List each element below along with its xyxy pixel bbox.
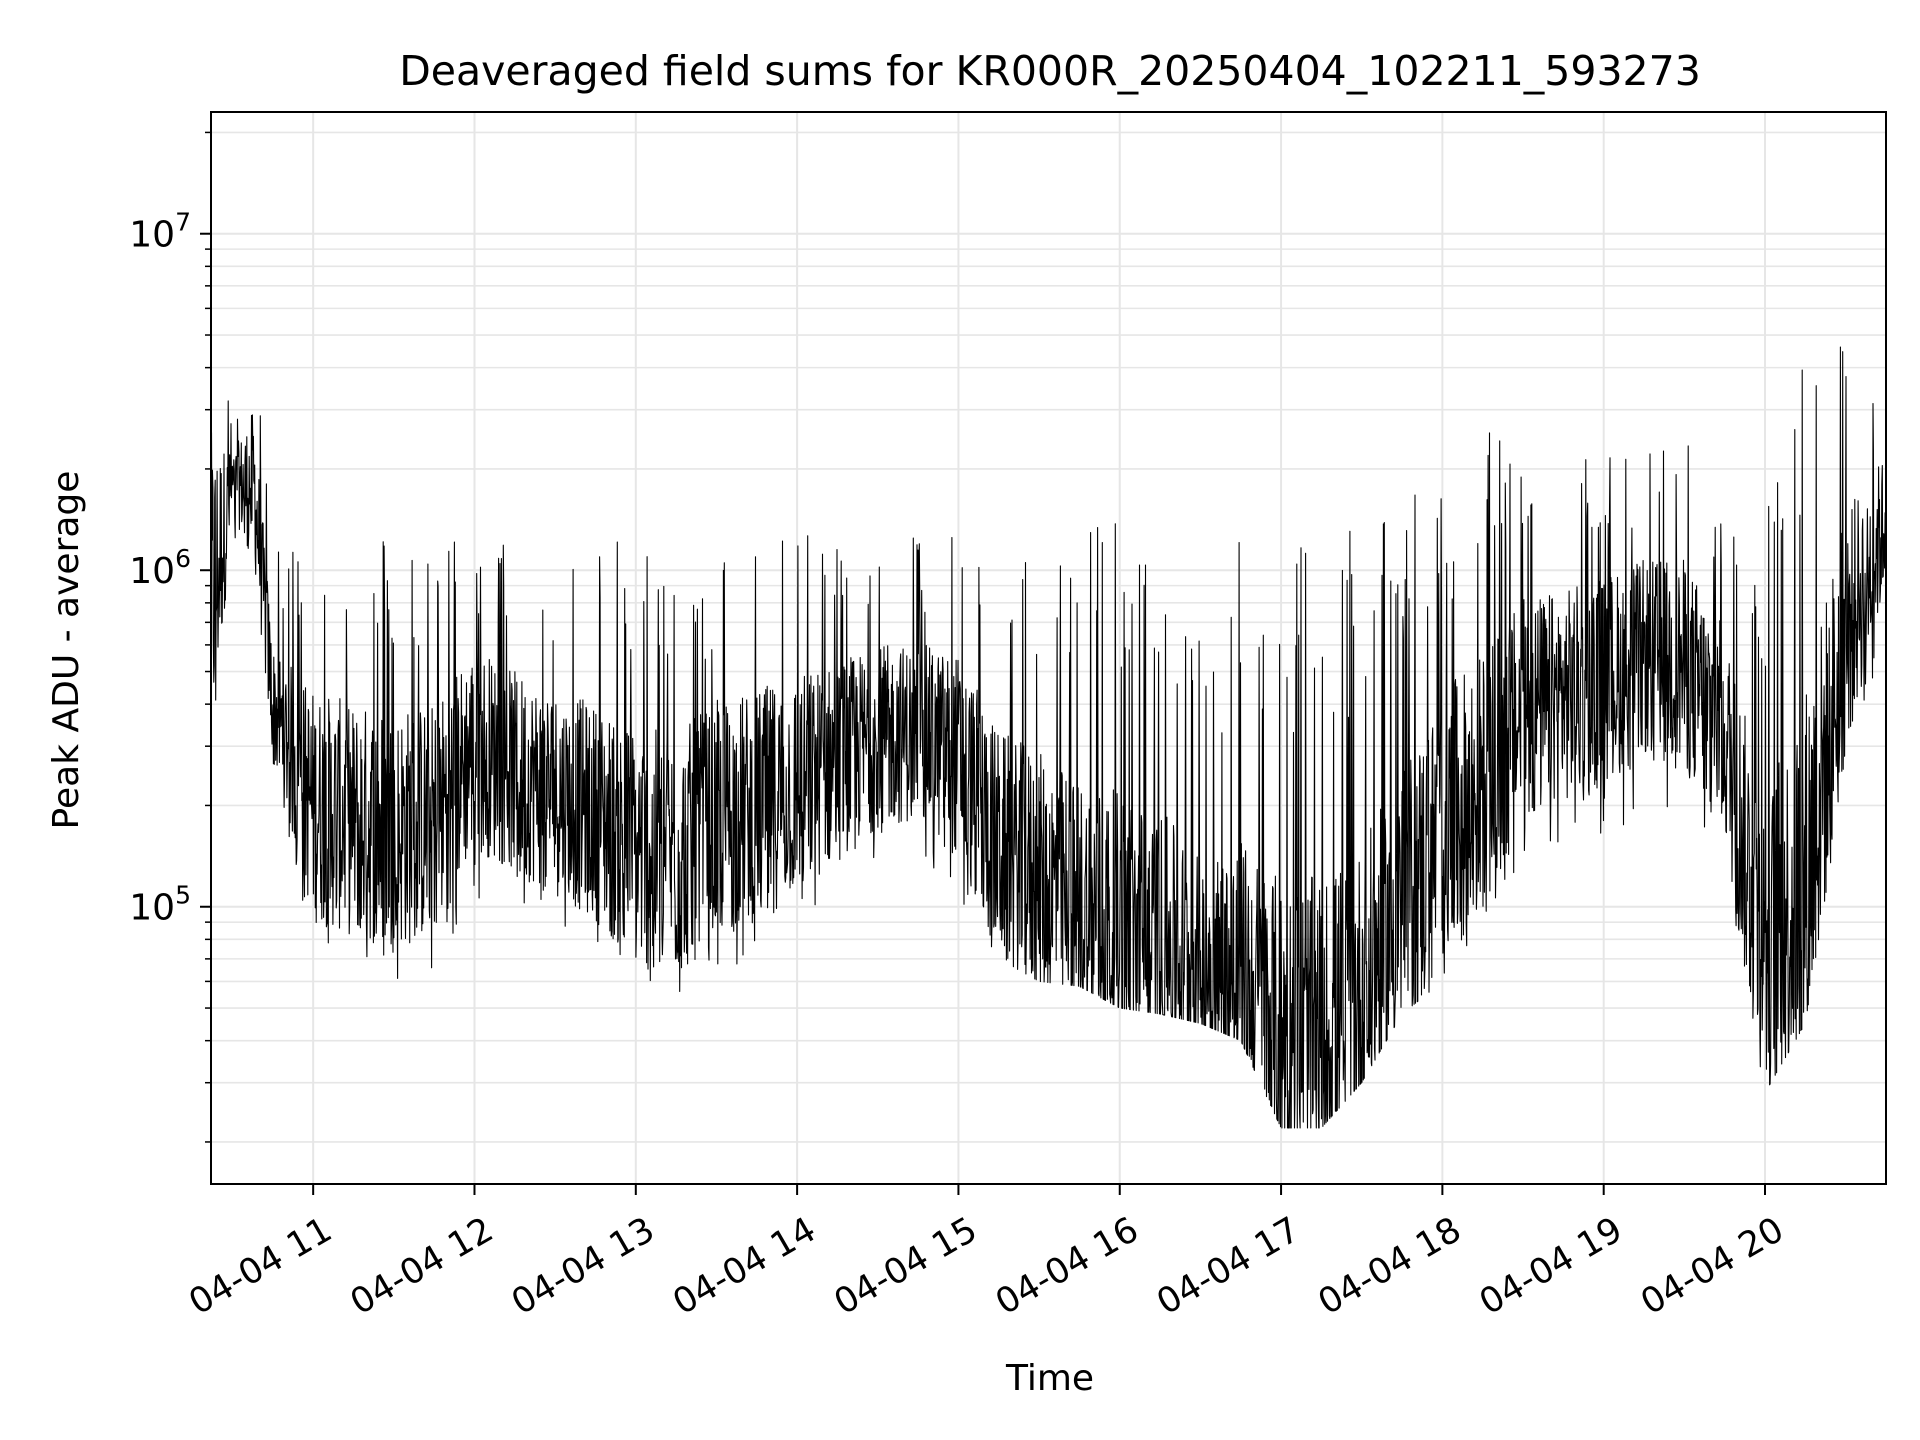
series-layer	[210, 346, 1887, 1129]
y-axis-label: Peak ADU - average	[46, 471, 87, 830]
y-tick-label: 105	[129, 881, 191, 929]
y-tick-label: 107	[129, 208, 191, 256]
series-line	[210, 346, 1887, 1129]
x-axis-label: Time	[1005, 1358, 1094, 1399]
plot-frame	[210, 111, 1887, 1185]
y-tick-label: 106	[129, 544, 191, 592]
chart-title: Deaveraged field sums for KR000R_2025040…	[399, 47, 1701, 95]
